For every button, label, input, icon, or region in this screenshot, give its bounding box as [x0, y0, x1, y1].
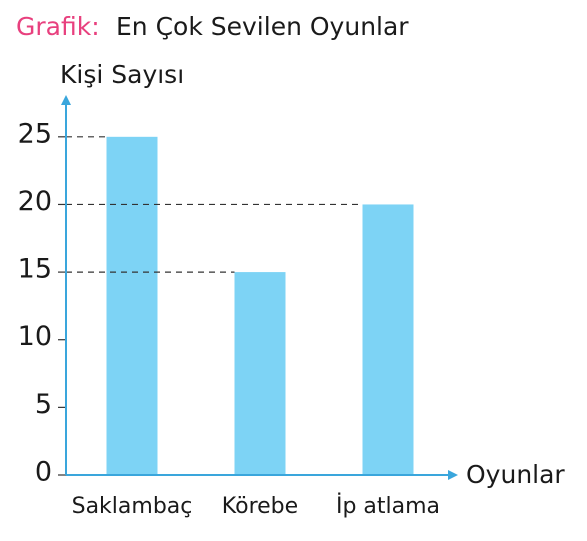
x-axis-label: Oyunlar [466, 460, 565, 489]
x-tick-label: Saklambaç [72, 494, 193, 519]
x-axis-arrow [448, 470, 458, 480]
bar [106, 136, 158, 475]
y-tick-label: 0 [35, 457, 52, 488]
bar [362, 204, 414, 476]
y-tick-label: 15 [18, 254, 52, 285]
y-tick-label: 5 [35, 389, 52, 420]
y-axis-label: Kişi Sayısı [60, 60, 184, 89]
bar [234, 272, 286, 475]
y-axis-arrow [61, 95, 71, 105]
chart-title: En Çok Sevilen Oyunlar [116, 12, 409, 41]
x-tick-label: İp atlama [336, 493, 440, 519]
title-prefix: Grafik: [16, 12, 100, 41]
y-tick-label: 25 [18, 118, 52, 149]
y-tick-label: 20 [18, 186, 52, 217]
x-tick-label: Körebe [222, 494, 298, 519]
y-tick-label: 10 [18, 321, 52, 352]
